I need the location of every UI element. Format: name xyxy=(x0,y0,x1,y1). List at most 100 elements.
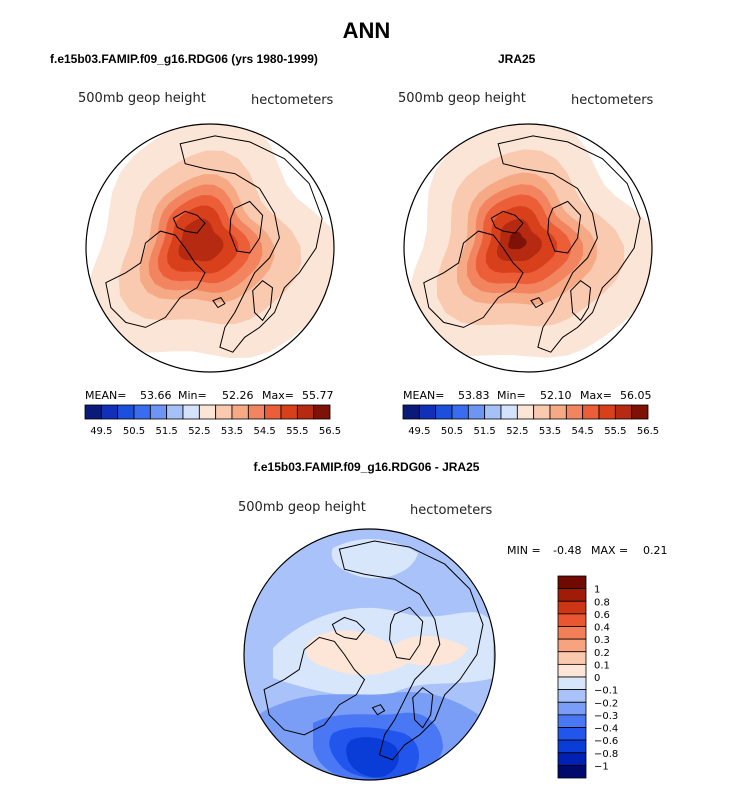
panel3-colorbar-tick-14: −1 xyxy=(594,761,609,772)
panel1-field-label: 500mb geop height xyxy=(78,91,206,106)
panel1-colorbar-box-11 xyxy=(264,404,282,420)
panel1-colorbar-box-10 xyxy=(247,404,266,420)
panel1-coastline-greenland xyxy=(229,200,264,254)
panel1-coastline-scandinavia xyxy=(252,280,274,322)
panel3-colorbar-box-0 xyxy=(557,575,587,590)
panel2-colorbar-box-14 xyxy=(631,404,649,420)
panel3-coastline-greenland xyxy=(389,606,424,661)
panel1-colorbar-box-9 xyxy=(231,404,249,420)
panel1-coastline-iceland xyxy=(212,296,226,309)
panel2-colorbar-box-3 xyxy=(451,404,469,420)
panel3-colorbar-box-13 xyxy=(557,739,587,754)
panel3-max-label: MAX = xyxy=(591,544,629,557)
panel3-colorbar-tick-3: 0.4 xyxy=(594,623,610,634)
panel1-units-label: hectometers xyxy=(251,93,334,108)
panel3-colorbar-box-4 xyxy=(557,626,587,640)
panel3-colorbar-tick-9: −0.2 xyxy=(594,698,618,709)
panel3-colorbar-tick-13: −0.8 xyxy=(594,749,618,760)
panel3-polar-map xyxy=(243,528,496,781)
panel2-colorbar-tick-7: 56.5 xyxy=(637,426,659,437)
panel1-min-label: Min= xyxy=(178,389,207,402)
panel3-colorbar-box-12 xyxy=(557,727,587,741)
panel3-coastline-eurasia xyxy=(338,540,484,761)
panel1-colorbar-box-12 xyxy=(280,404,298,420)
panel2-mean-value: 53.83 xyxy=(458,389,490,402)
panel2-coastline-north-america xyxy=(423,230,524,328)
panel3-colorbar-tick-0: 1 xyxy=(594,585,600,596)
panel2-coastline-eurasia xyxy=(497,135,641,353)
panel3-colorbar-box-9 xyxy=(557,689,587,703)
panel2-colorbar-tick-3: 52.5 xyxy=(506,426,528,437)
panel3-coastline-north-america xyxy=(263,636,366,736)
panel3-min-value: -0.48 xyxy=(553,544,582,557)
panel1-max-value: 55.77 xyxy=(302,389,334,402)
panel3-colorbar-box-6 xyxy=(557,651,587,665)
panel2-colorbar-box-8 xyxy=(533,404,551,420)
panel3-max-value: 0.21 xyxy=(643,544,668,557)
panel1-colorbar-tick-4: 53.5 xyxy=(221,426,243,437)
panel3-colorbar-ticks: 10.8 0.6 0.40.3 0.20.1 0 −0.1−0.2 −0.3 −0.4−0.6… xyxy=(594,585,618,773)
panel3-coastline-scandinavia xyxy=(412,686,434,729)
panel3-colorbar-tick-1: 0.8 xyxy=(594,597,610,608)
panel2-colorbar-box-4 xyxy=(467,404,486,420)
panel3-contour-positive-center xyxy=(305,630,468,675)
panel2-polar-map xyxy=(403,123,653,373)
panel1-title: f.e15b03.FAMIP.f09_g16.RDG06 (yrs 1980-1… xyxy=(50,52,318,66)
panel3-colorbar-box-14 xyxy=(557,752,587,766)
panel1-colorbar-tick-5: 54.5 xyxy=(254,426,276,437)
panel3-colorbar-tick-5: 0.2 xyxy=(594,648,610,659)
panel2-colorbar-box-2 xyxy=(435,404,453,420)
panel2-colorbar-box-5 xyxy=(484,404,502,420)
panel2-coastline-arctic-archipelago xyxy=(490,210,524,234)
panel3-colorbar-tick-7: 0 xyxy=(594,673,600,684)
panel2-coastline-iceland xyxy=(530,296,544,309)
panel2-colorbar-box-7 xyxy=(516,404,535,420)
panel1-colorbar-tick-0: 49.5 xyxy=(90,426,112,437)
panel3-min-label: MIN = xyxy=(507,544,541,557)
panel1-colorbar-box-14 xyxy=(313,404,331,420)
panel2-colorbar-tick-2: 51.5 xyxy=(474,426,496,437)
panel2-min-label: Min= xyxy=(497,389,526,402)
panel1-colorbar-box-1 xyxy=(100,404,119,420)
panel1-mean-value: 53.66 xyxy=(140,389,172,402)
panel3-coastline-arctic-archipelago xyxy=(331,616,366,640)
panel3-colorbar-tick-2: 0.6 xyxy=(594,610,610,621)
panel3-colorbar-tick-12: −0.6 xyxy=(594,736,618,747)
panel1-colorbar-box-13 xyxy=(296,404,315,420)
panel2-colorbar-tick-4: 53.5 xyxy=(539,426,561,437)
panel2-coastline-scandinavia xyxy=(570,280,592,322)
panel2-contour-band-7 xyxy=(508,231,527,250)
panel1-colorbar-ticks: 49.5 50.5 51.5 52.5 53.5 54.5 55.5 56.5 xyxy=(90,426,341,437)
panel3-colorbar-box-7 xyxy=(557,663,587,678)
panel2-min-value: 52.10 xyxy=(540,389,572,402)
panel3-coastline-iceland xyxy=(371,704,386,716)
panel3-title: f.e15b03.FAMIP.f09_g16.RDG06 - JRA25 xyxy=(253,460,480,474)
panel1-polar-map xyxy=(85,123,335,373)
panel2-map-border xyxy=(403,123,653,373)
panel1-colorbar-tick-1: 50.5 xyxy=(123,426,145,437)
panel3-colorbar-tick-10: −0.3 xyxy=(594,711,618,722)
panel3-colorbar-box-8 xyxy=(557,676,587,691)
panel2-mean-label: MEAN= xyxy=(403,389,445,402)
panel2-colorbar xyxy=(402,404,649,420)
panel3-colorbar-box-5 xyxy=(557,638,587,653)
panel2-max-value: 56.05 xyxy=(620,389,652,402)
panel2-units-label: hectometers xyxy=(571,93,654,108)
panel2-coastline-greenland xyxy=(547,200,582,254)
panel3-units-label: hectometers xyxy=(410,503,493,518)
panel1-max-label: Max= xyxy=(262,389,294,402)
figure-title: ANN xyxy=(342,18,391,43)
panel3-colorbar-tick-6: 0.1 xyxy=(594,660,610,671)
panel1-colorbar-box-4 xyxy=(149,404,168,420)
panel3-colorbar-box-3 xyxy=(557,613,587,627)
panel1-colorbar-box-3 xyxy=(133,404,151,420)
panel1-colorbar-box-8 xyxy=(215,404,233,420)
panel3-colorbar-box-2 xyxy=(557,600,587,615)
panel3-colorbar-box-11 xyxy=(557,714,587,728)
panel2-colorbar-box-9 xyxy=(549,404,567,420)
panel3-map-border xyxy=(243,528,496,781)
panel3-field-label: 500mb geop height xyxy=(238,500,366,515)
panel2-max-label: Max= xyxy=(580,389,612,402)
panel2-colorbar-box-11 xyxy=(582,404,600,420)
panel2-colorbar-box-6 xyxy=(500,404,518,420)
